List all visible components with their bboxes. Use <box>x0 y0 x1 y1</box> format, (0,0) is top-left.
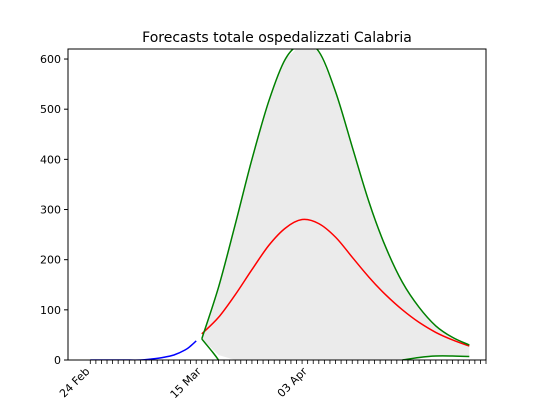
y-tick-label: 0 <box>54 354 61 367</box>
y-tick-label: 200 <box>40 254 61 267</box>
series-line-4 <box>402 355 470 360</box>
y-axis: 0 100 200 300 400 500 600 <box>40 53 68 367</box>
x-tick-label: 24 Feb <box>57 365 92 400</box>
x-axis: 24 Feb 15 Mar 03 Apr <box>57 360 487 402</box>
x-tick-label: 03 Apr <box>275 365 310 400</box>
plot-area <box>90 49 470 360</box>
y-tick-label: 600 <box>40 53 61 66</box>
x-tick-label: 15 Mar <box>168 365 205 402</box>
series-line-1 <box>201 218 470 347</box>
confidence-band <box>201 49 470 360</box>
series-line-3 <box>201 338 220 360</box>
y-tick-label: 100 <box>40 304 61 317</box>
y-tick-label: 400 <box>40 153 61 166</box>
chart-title: Forecasts totale ospedalizzati Calabria <box>142 30 412 46</box>
y-tick-label: 300 <box>40 204 61 217</box>
series-line-0 <box>90 340 197 360</box>
y-tick-label: 500 <box>40 103 61 116</box>
plot-frame <box>67 48 487 361</box>
series-line-2 <box>201 49 470 346</box>
